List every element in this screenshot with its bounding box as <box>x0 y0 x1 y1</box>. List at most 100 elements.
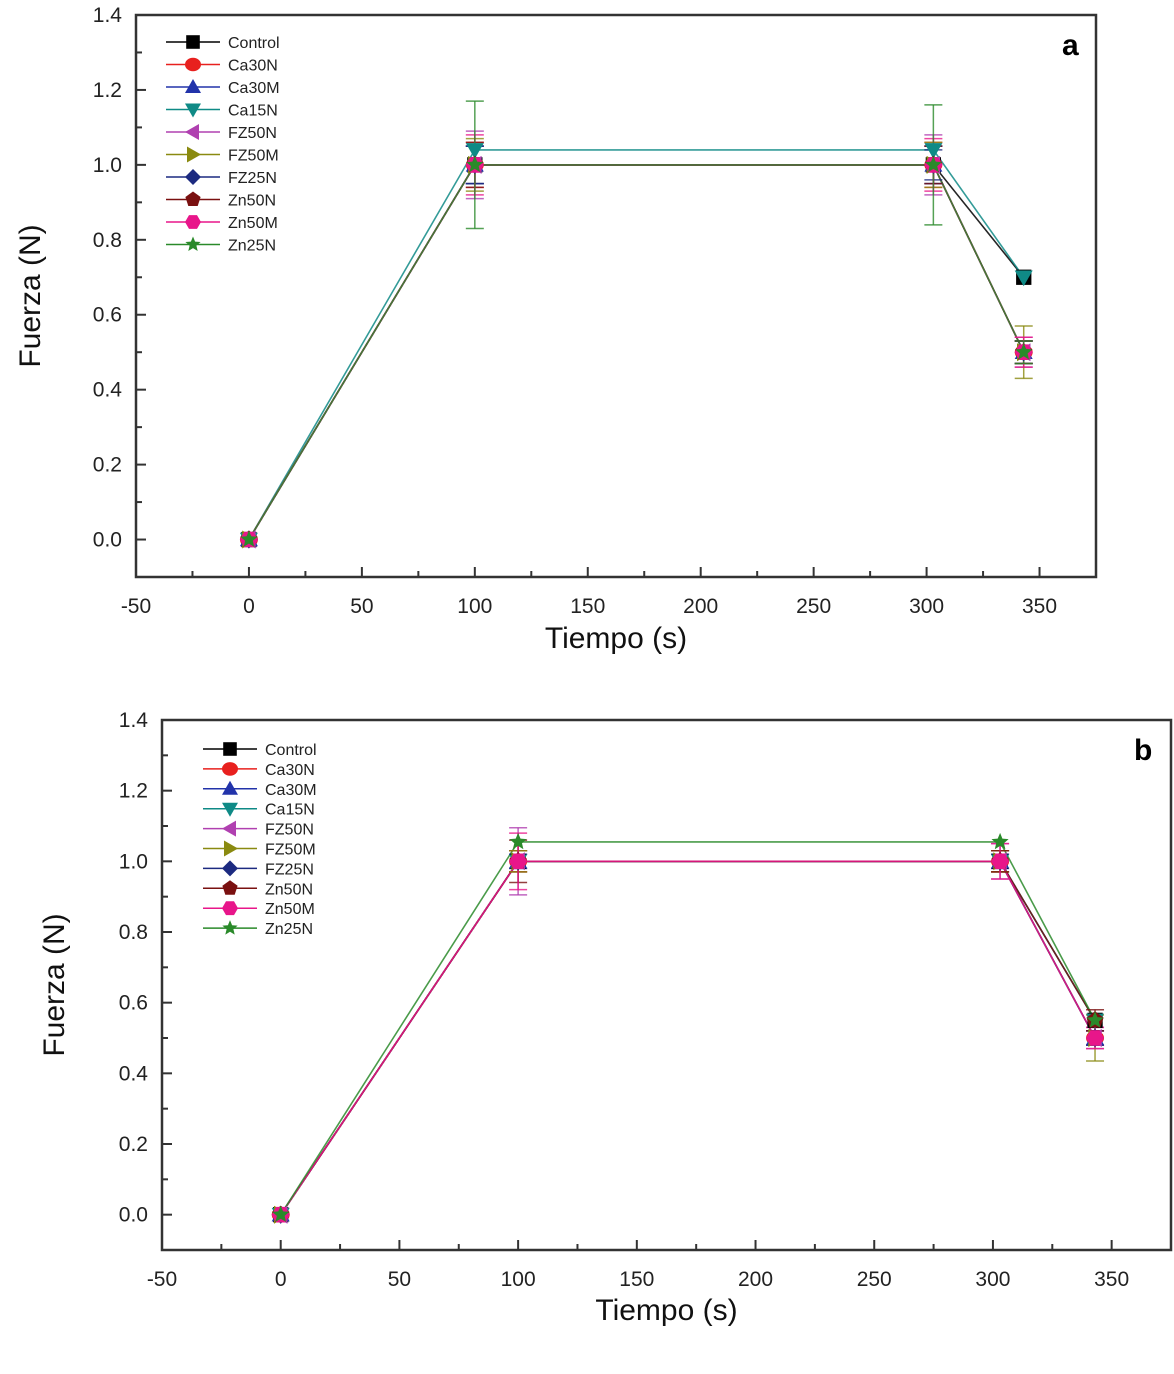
y-tick-label: 0.2 <box>93 454 122 477</box>
legend-item: FZ50N <box>166 124 277 142</box>
x-tick-label: 350 <box>1094 1268 1129 1291</box>
legend-label: Zn50M <box>265 901 315 918</box>
data-point-ca15n <box>1014 270 1033 287</box>
legend-marker-fz50m <box>187 146 201 163</box>
legend-label: Ca30M <box>265 782 317 799</box>
legend-item: Ca15N <box>166 103 278 120</box>
y-tick-label: 1.4 <box>119 709 149 732</box>
plot-frame <box>160 718 1173 1252</box>
x-tick-label: 0 <box>275 1268 287 1291</box>
error-bars <box>509 827 1105 1062</box>
x-tick-label: 50 <box>350 595 373 618</box>
panel-label: b <box>1134 734 1152 767</box>
legend-label: Ca15N <box>265 802 315 819</box>
x-tick-label: 150 <box>570 595 605 618</box>
legend-item: Ca30N <box>203 762 315 779</box>
x-tick-label: 50 <box>388 1268 411 1291</box>
y-tick-label: 0.6 <box>93 304 122 327</box>
legend-marker-ca30n <box>222 762 238 776</box>
series-line-zn25n <box>280 841 1096 1216</box>
legend-marker-fz25n <box>185 169 201 185</box>
x-tick-label: 100 <box>501 1268 536 1291</box>
legend: Control Ca30N Ca30M Ca15N FZ50N FZ50M FZ25N Zn5… <box>203 742 317 938</box>
legend-marker-zn25n <box>222 920 238 935</box>
legend-marker-zn25n <box>185 236 201 251</box>
series-line-zn50n <box>280 860 1096 1216</box>
legend-label: FZ50N <box>228 125 277 142</box>
series-line-fz50m <box>248 164 1025 540</box>
y-tick-label: 0.0 <box>119 1204 148 1227</box>
y-tick-label: 1.2 <box>93 79 122 102</box>
legend-marker-ca30n <box>185 57 201 72</box>
legend-label: Ca30N <box>265 762 315 779</box>
legend-marker-zn50m <box>222 901 238 916</box>
y-tick-label: 1.0 <box>93 154 122 177</box>
legend-marker-fz50m <box>224 840 238 857</box>
legend-marker-zn50n <box>222 880 238 895</box>
legend-item: Zn50M <box>203 901 315 918</box>
x-tick-label: 0 <box>243 595 255 618</box>
y-tick-label: 0.0 <box>93 529 122 552</box>
x-tick-label: 150 <box>619 1268 654 1291</box>
legend-marker-control <box>223 742 237 756</box>
panel-label: a <box>1062 29 1079 62</box>
data-point-zn25n <box>509 832 527 850</box>
legend-label: Control <box>228 35 280 52</box>
x-tick-label: 350 <box>1022 595 1057 618</box>
y-tick-label: 0.4 <box>93 379 123 402</box>
y-tick-label: 1.2 <box>119 780 148 803</box>
legend-label: Control <box>265 742 317 759</box>
legend-item: Ca30N <box>166 58 278 75</box>
series-line-fz50n <box>248 164 1025 540</box>
series-line-ca30n <box>248 164 1025 540</box>
y-tick-label: 0.2 <box>119 1133 148 1156</box>
series-lines <box>248 149 1025 540</box>
legend-item: FZ50M <box>166 146 279 165</box>
legend-item: FZ25N <box>166 169 277 187</box>
data-point-zn50m <box>991 853 1010 870</box>
data-point-ca15n <box>924 143 943 159</box>
legend-marker-fz50n <box>185 124 199 140</box>
x-tick-label: 250 <box>796 595 831 618</box>
y-tick-label: 0.4 <box>119 1062 149 1085</box>
legend-marker-ca15n <box>185 103 201 118</box>
series-line-zn50m <box>280 860 1096 1216</box>
series-line-control <box>280 860 1096 1216</box>
data-markers <box>271 832 1105 1224</box>
data-point-zn25n <box>991 832 1009 850</box>
legend-label: Zn50M <box>228 215 278 232</box>
legend-label: FZ25N <box>228 170 277 187</box>
legend-item: Zn50N <box>203 880 313 898</box>
data-point-zn25n <box>1015 343 1033 360</box>
legend-marker-control <box>186 35 200 49</box>
series-line-zn25n <box>248 164 1025 540</box>
x-tick-label: 100 <box>457 595 492 618</box>
legend-label: Zn50N <box>228 193 276 210</box>
legend-marker-zn50n <box>185 191 201 206</box>
series-line-zn50n <box>248 164 1025 540</box>
series-lines <box>280 841 1096 1216</box>
legend-marker-ca30m <box>222 780 238 795</box>
series-line-ca15n <box>248 149 1025 540</box>
legend-item: Zn25N <box>166 236 276 255</box>
legend-marker-zn50m <box>185 215 201 229</box>
x-tick-label: 200 <box>683 595 718 618</box>
series-line-ca15n <box>280 860 1096 1216</box>
data-point-zn25n <box>466 155 484 173</box>
legend-label: FZ50N <box>265 822 314 839</box>
legend-marker-ca30m <box>185 79 201 93</box>
x-tick-label: -50 <box>147 1268 177 1291</box>
error-bars <box>465 100 1033 380</box>
series-line-control <box>248 164 1025 540</box>
y-tick-label: 0.8 <box>119 921 148 944</box>
x-axis-title: Tiempo (s) <box>545 622 687 655</box>
y-tick-label: 1.4 <box>93 4 123 27</box>
legend-item: Zn25N <box>203 920 313 938</box>
x-tick-label: 300 <box>909 595 944 618</box>
legend-label: FZ25N <box>265 861 314 878</box>
legend-item: FZ50N <box>203 820 314 839</box>
legend-label: FZ50M <box>265 842 316 859</box>
data-point-zn25n <box>924 155 942 173</box>
x-tick-label: 200 <box>738 1268 773 1291</box>
data-point-zn25n <box>1086 1011 1104 1028</box>
